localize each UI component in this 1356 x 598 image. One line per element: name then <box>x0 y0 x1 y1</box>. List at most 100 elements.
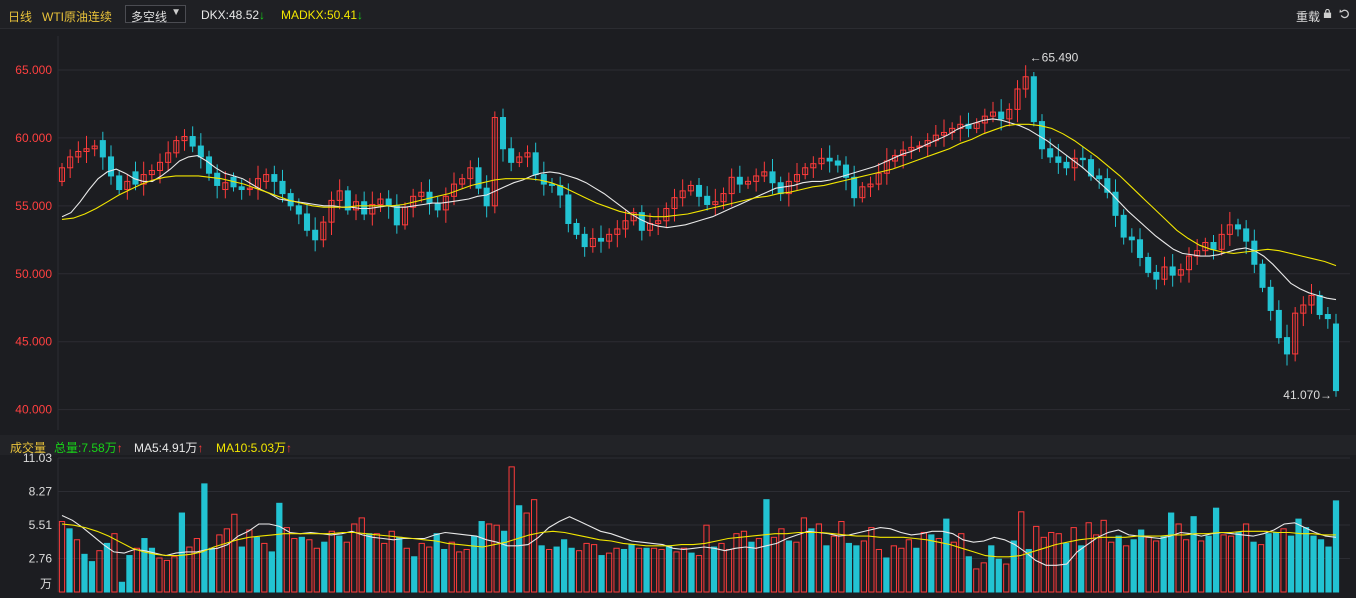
volume-bar <box>1130 539 1137 593</box>
restore-button[interactable]: 重载 <box>1295 10 1320 24</box>
volume-bar <box>261 542 268 593</box>
candle-body <box>769 171 776 184</box>
volume-bar <box>1010 540 1017 593</box>
candle-body <box>908 146 915 151</box>
volume-bar <box>493 524 500 593</box>
candle-body <box>753 175 760 182</box>
candle-body <box>516 156 523 163</box>
candle-body <box>91 145 98 150</box>
volume-bar <box>1063 542 1070 593</box>
candle-body <box>205 156 213 174</box>
volume-bar <box>815 523 823 593</box>
candle-body <box>1185 255 1193 271</box>
undo-icon[interactable] <box>1339 8 1350 19</box>
volume-bar <box>808 528 815 593</box>
volume-bar <box>433 533 440 593</box>
volume-bar <box>73 539 81 593</box>
volume-bar <box>1317 539 1325 593</box>
volume-bar <box>1040 536 1047 593</box>
candle-body <box>1047 148 1054 158</box>
volume-bar <box>208 547 216 593</box>
candle-body <box>83 148 90 152</box>
candle-body <box>1096 175 1103 180</box>
volume-bar <box>748 541 755 593</box>
candle-body <box>1087 159 1095 177</box>
candle-body <box>222 182 229 191</box>
candle-body <box>1259 263 1266 288</box>
volume-bar <box>928 534 935 593</box>
candle-body <box>320 221 327 241</box>
volume-bar <box>995 558 1002 593</box>
candle-body <box>214 172 221 186</box>
volume-bar <box>1220 534 1227 593</box>
volume-bar <box>905 539 912 593</box>
period-label[interactable]: 日线 <box>8 10 33 24</box>
candle-body <box>1014 88 1021 110</box>
volume-bar <box>650 547 658 593</box>
volume-bar <box>1265 533 1272 593</box>
candle-body <box>655 220 662 224</box>
price-tick-label: 65.000 <box>15 63 52 77</box>
volume-bar <box>605 552 613 593</box>
candle-body <box>1234 224 1242 230</box>
candle-body <box>736 176 743 185</box>
candle-body <box>418 191 425 197</box>
candle-body <box>369 203 376 215</box>
volume-bar <box>1302 527 1310 593</box>
candle-body <box>810 163 817 169</box>
candle-body <box>597 237 605 242</box>
candle-body <box>1079 157 1086 161</box>
candle-body <box>851 176 858 199</box>
series-name[interactable]: WTI原油连续 <box>42 10 112 24</box>
candle-body <box>1308 294 1315 306</box>
volume-bar <box>141 538 148 593</box>
volume-bar <box>620 548 628 593</box>
candle-body <box>1332 323 1340 392</box>
volume-bar <box>1182 539 1190 593</box>
volume-bar <box>1197 540 1205 593</box>
candle-body <box>940 131 948 136</box>
volume-bar <box>755 538 763 593</box>
volume-bar <box>1280 528 1287 593</box>
candle-body <box>156 161 164 172</box>
volume-bar <box>575 550 583 593</box>
volume-bar <box>313 547 320 593</box>
candle-body <box>1324 314 1331 320</box>
candle-body <box>1300 304 1307 314</box>
lock-icon[interactable] <box>1323 9 1332 18</box>
candle-body <box>728 176 735 195</box>
candle-body <box>173 140 180 154</box>
volume-bar <box>1025 548 1032 593</box>
indicator-select[interactable]: 多空线 ▼ <box>125 5 186 24</box>
volume-bar <box>635 547 643 593</box>
candle-body <box>1275 309 1282 339</box>
volume-bar <box>186 546 193 593</box>
volume-bar <box>148 547 156 593</box>
candle-body <box>508 148 515 163</box>
volume-bar <box>193 538 201 593</box>
down-arrow-icon: ↓ <box>259 8 266 22</box>
candle-body <box>1283 337 1291 355</box>
candle-body <box>279 180 286 195</box>
candle-body <box>1177 269 1184 276</box>
price-tick-label: 50.000 <box>15 267 52 281</box>
volume-bar <box>793 541 800 593</box>
candle-body <box>1006 108 1013 120</box>
volume-bar <box>366 533 373 593</box>
candle-body <box>802 167 809 176</box>
volume-bar <box>58 521 66 593</box>
candle-body <box>499 117 507 150</box>
volume-ma-yellow-line <box>61 523 1336 558</box>
volume-bar <box>238 546 245 593</box>
candle-body <box>1030 76 1037 123</box>
volume-bar <box>860 540 867 593</box>
volume-bar <box>133 547 141 593</box>
volume-bar <box>1272 531 1280 593</box>
volume-bar <box>306 539 313 593</box>
candle-body <box>695 184 703 197</box>
volume-bar <box>1160 535 1167 593</box>
candle-body <box>826 157 833 162</box>
volume-bar <box>733 533 740 593</box>
volume-bar <box>508 466 515 593</box>
